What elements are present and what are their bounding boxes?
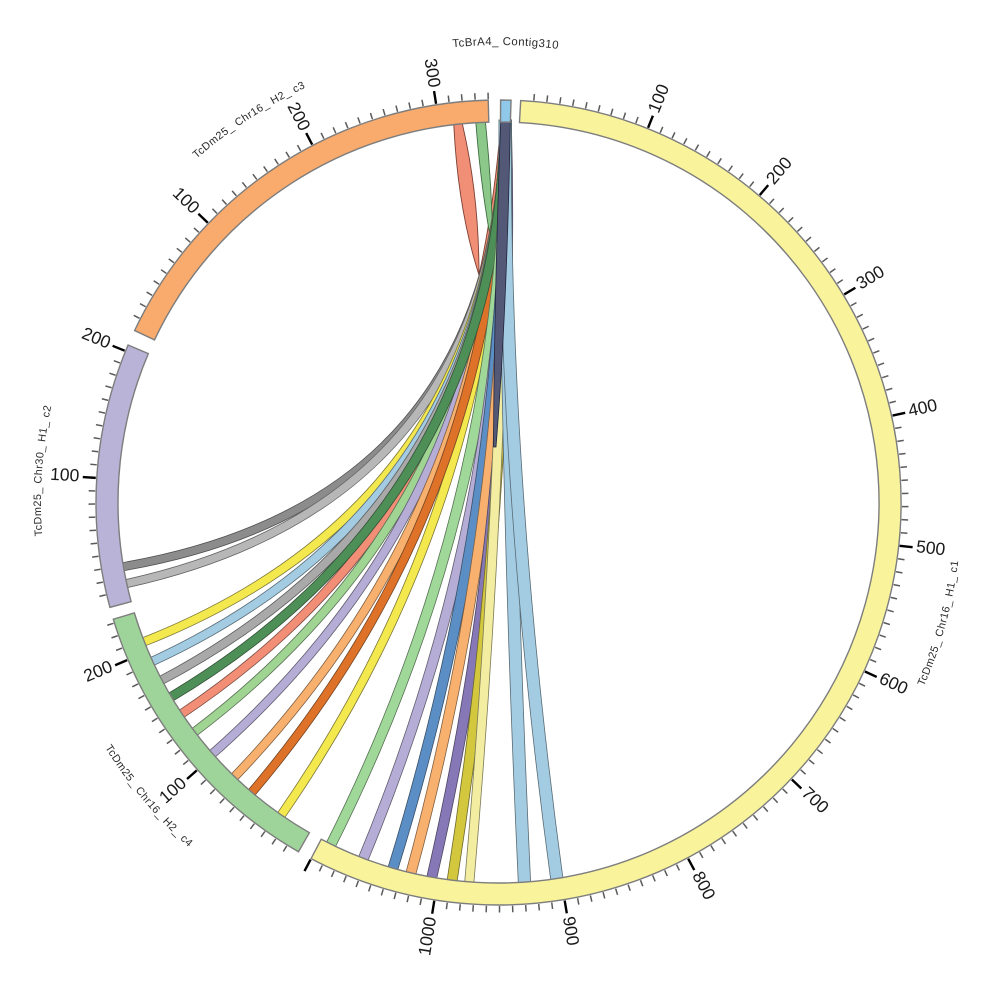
svg-text:100: 100	[50, 464, 81, 486]
svg-text:500: 500	[915, 536, 946, 559]
